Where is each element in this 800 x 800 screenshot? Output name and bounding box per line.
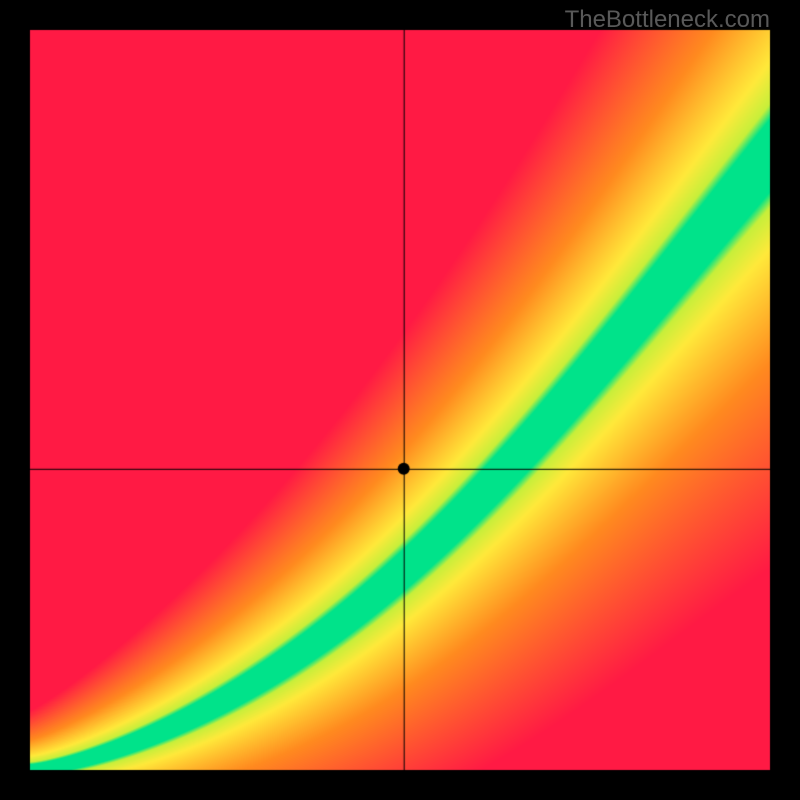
bottleneck-heatmap: [0, 0, 800, 800]
watermark-text: TheBottleneck.com: [565, 6, 770, 34]
